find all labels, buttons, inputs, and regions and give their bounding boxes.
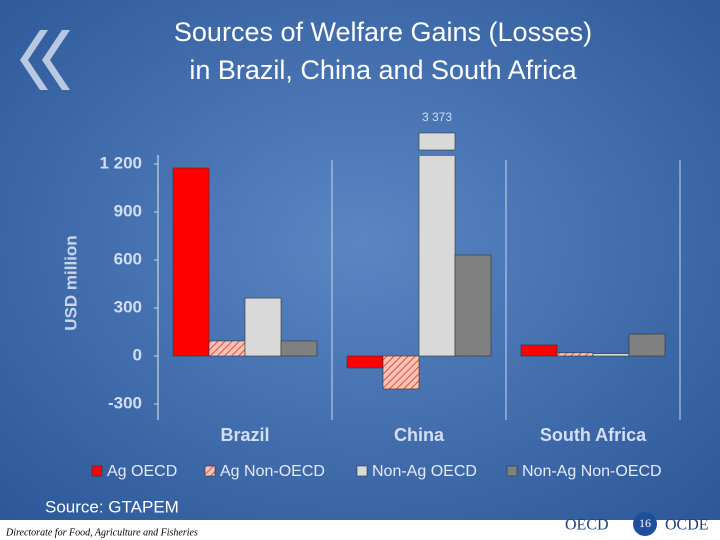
bar <box>520 344 558 357</box>
legend-label: Non-Ag OECD <box>372 463 477 480</box>
legend-label: Ag Non-OECD <box>220 463 325 480</box>
y-tick-label: 1 200 <box>99 153 142 172</box>
bar <box>382 355 420 390</box>
x-tick-label: Brazil <box>220 425 269 445</box>
ocde-logo: OCDE <box>665 517 709 534</box>
bar <box>346 355 384 369</box>
chart-title: in Brazil, China and South Africa <box>189 55 577 85</box>
bar <box>592 353 630 357</box>
chart-title: Sources of Welfare Gains (Losses) <box>174 17 592 47</box>
legend-label: Ag OECD <box>107 463 177 480</box>
bar <box>556 352 594 357</box>
source: Source: GTAPEM <box>45 497 179 516</box>
bar <box>172 167 210 357</box>
page-number: 16 <box>639 516 651 530</box>
y-axis-label: USD million <box>61 235 80 330</box>
plot <box>172 156 666 390</box>
x-tick-label: China <box>394 425 445 445</box>
legend-label: Non-Ag Non-OECD <box>522 463 662 480</box>
y-tick-label: 300 <box>114 297 142 316</box>
y-tick-label: 900 <box>114 201 142 220</box>
x-tick-label: South Africa <box>540 425 647 445</box>
logo-mark <box>20 30 70 90</box>
data-label: 3 373 <box>422 110 452 124</box>
footer-text: Directorate for Food, Agriculture and Fi… <box>5 527 198 538</box>
bar <box>454 254 492 357</box>
footer-band <box>0 520 720 540</box>
legend-swatch <box>204 465 216 477</box>
y-tick-label: 600 <box>114 249 142 268</box>
y-tick-label: -300 <box>108 393 142 412</box>
bar <box>280 340 318 357</box>
legend-swatch <box>506 465 518 477</box>
legend-swatch <box>356 465 368 477</box>
bar-break <box>418 132 456 151</box>
page-badge <box>633 512 657 536</box>
oecd-logo: OECD <box>565 517 609 534</box>
bar <box>418 156 456 357</box>
bar <box>628 333 666 357</box>
legend-swatch <box>91 465 103 477</box>
bar <box>208 340 246 357</box>
bar <box>244 297 282 357</box>
y-tick-label: 0 <box>133 345 142 364</box>
